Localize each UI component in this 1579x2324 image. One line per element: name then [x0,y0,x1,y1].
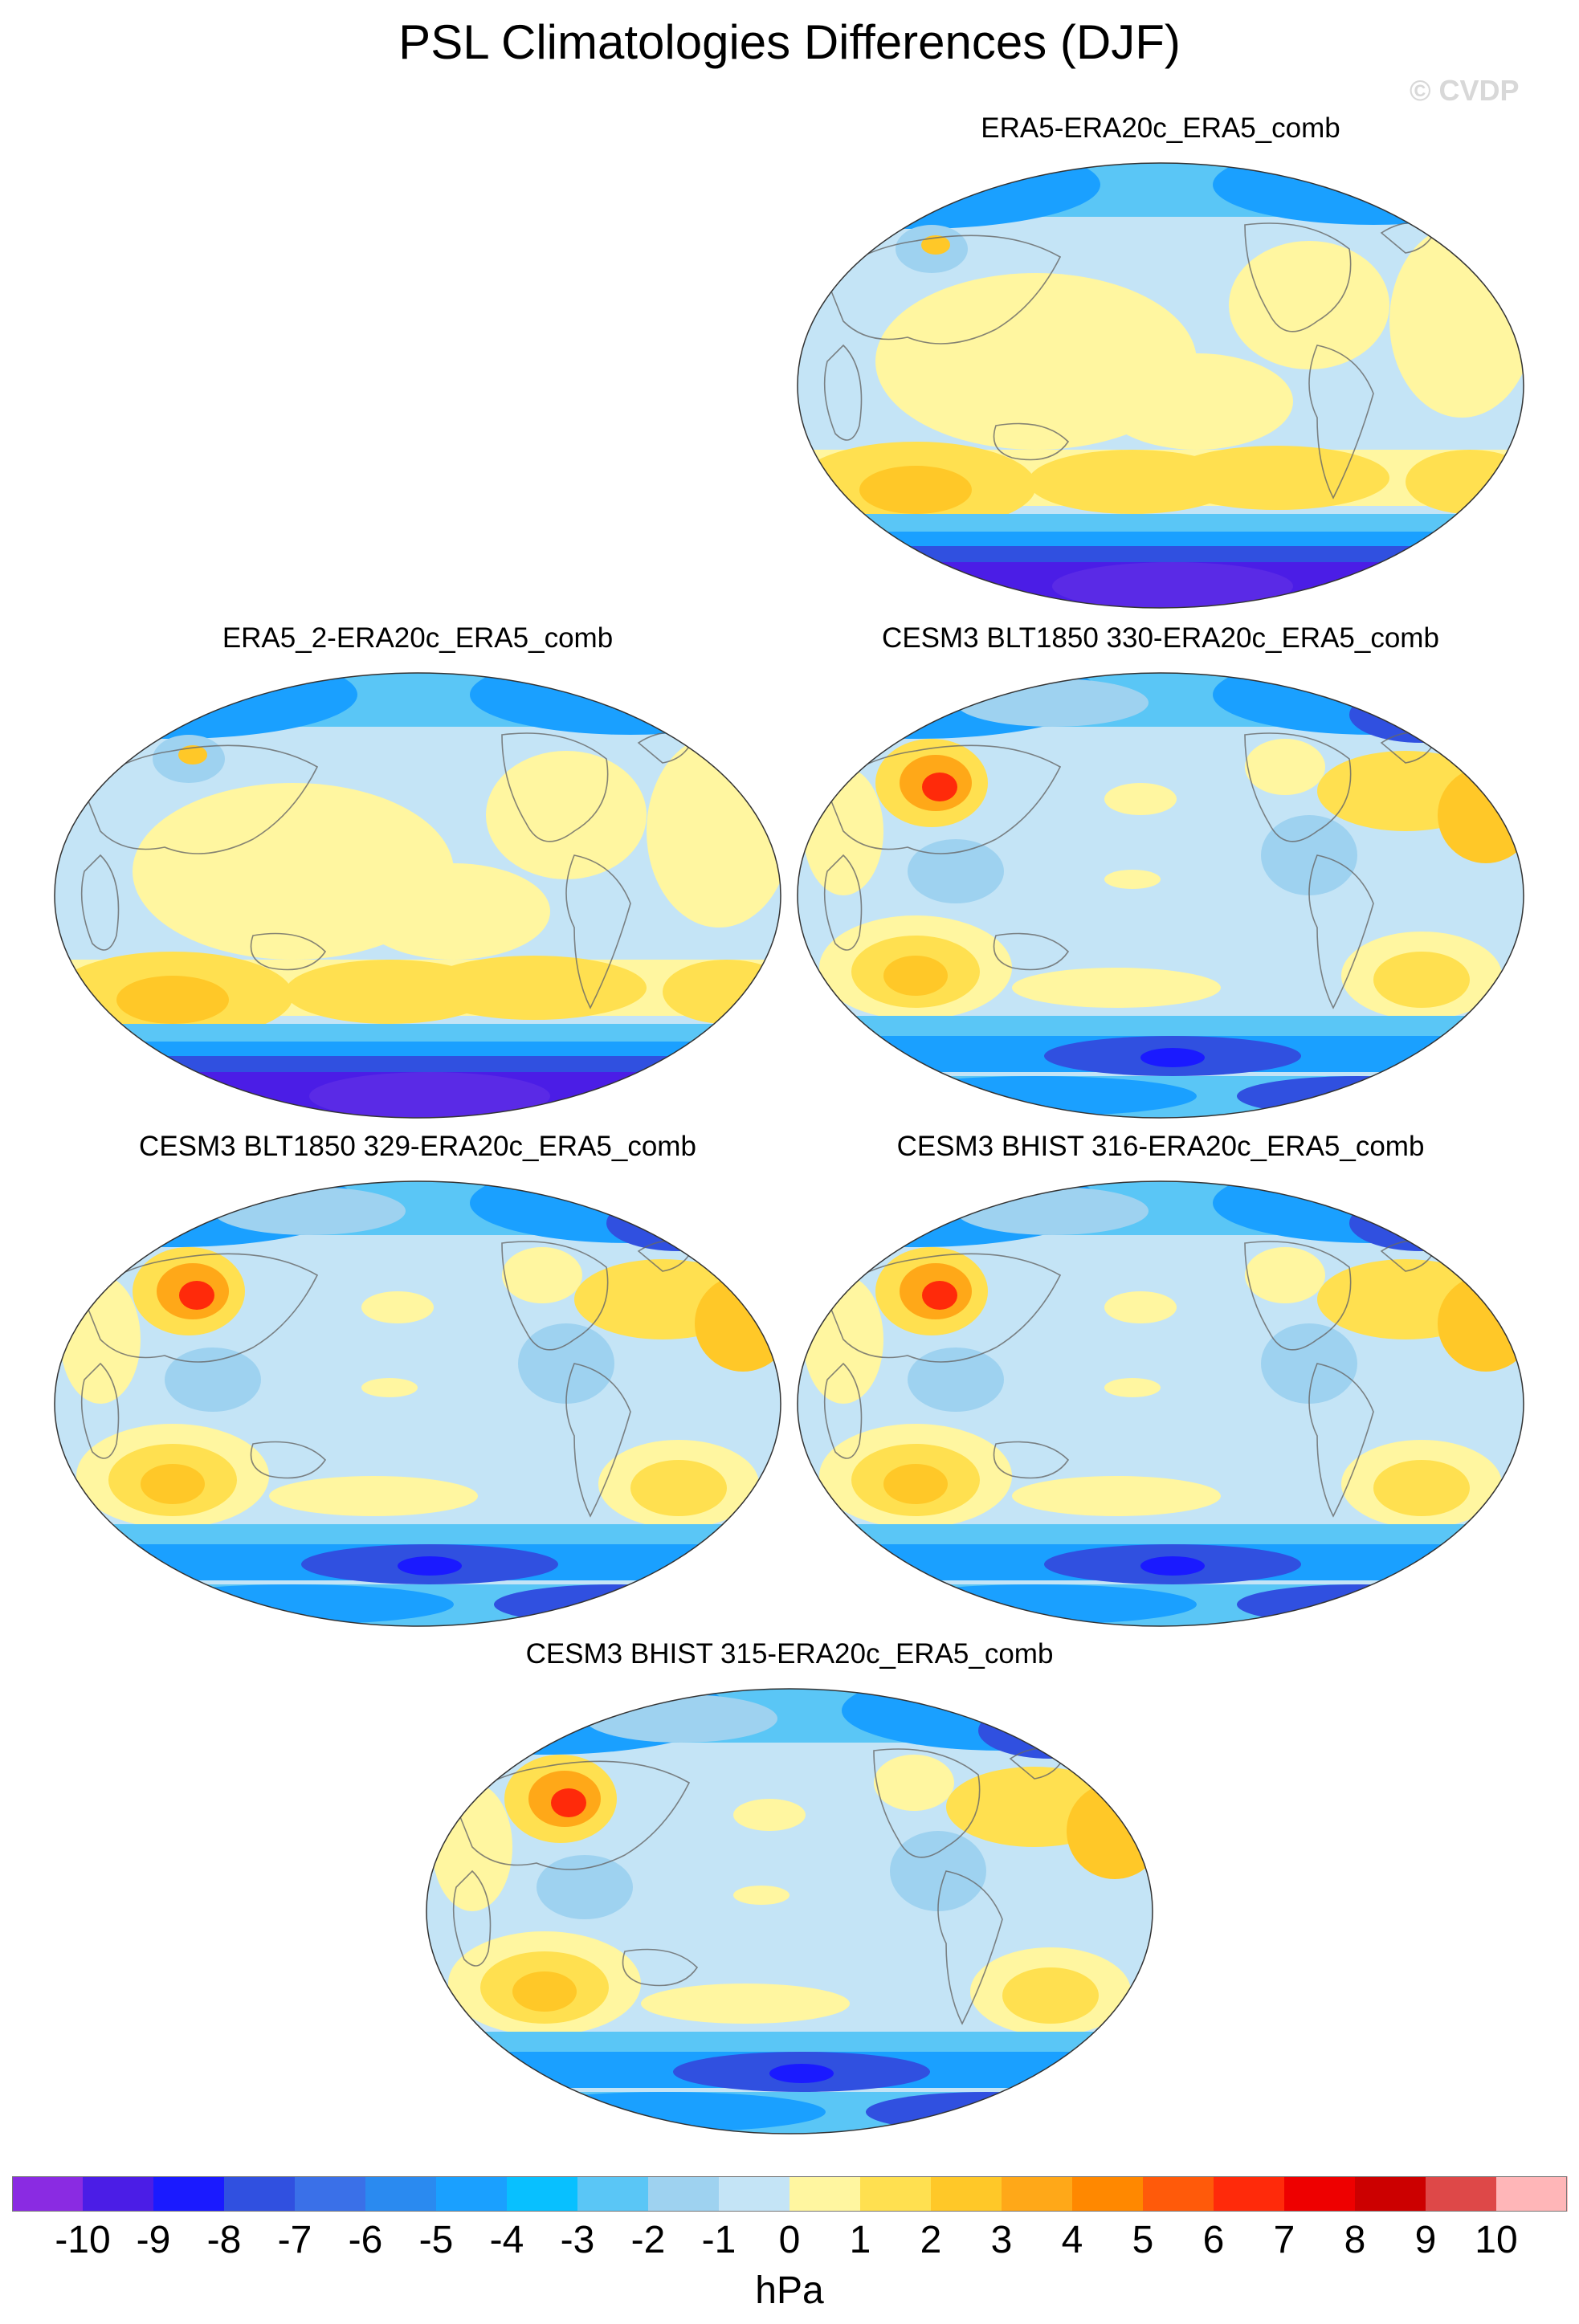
colorbar-cell [1002,2176,1073,2212]
figure-title: PSL Climatologies Differences (DJF) [398,15,1181,69]
colorbar-tick-label: -8 [206,2219,242,2261]
colorbar-cell [224,2176,296,2212]
colorbar-border [12,2176,1567,2212]
panel-title: CESM3 BHIST 316-ERA20c_ERA5_comb [896,1131,1425,1162]
colorbar-tick-label: 10 [1475,2219,1518,2261]
colorbar-tick-label: 1 [849,2219,871,2261]
map-panel-cesm3-blt1850-330: CESM3 BLT1850 330-ERA20c_ERA5_comb [795,622,1526,1120]
colorbar-cell [1284,2176,1356,2212]
colorbar-tick-label: 5 [1132,2219,1154,2261]
colorbar-tick-label: -1 [701,2219,736,2261]
robinson-map [54,672,781,1119]
colorbar-tick-label: -4 [489,2219,524,2261]
colorbar-cell [295,2176,366,2212]
colorbar-cell [1496,2176,1568,2212]
colorbar-tick-label: 8 [1344,2219,1366,2261]
colorbar-cell [1214,2176,1285,2212]
colorbar-tick-label: -9 [136,2219,171,2261]
map-panel-era5-2: ERA5_2-ERA20c_ERA5_comb [52,622,783,1120]
robinson-map [797,672,1524,1119]
colorbar-cell [153,2176,225,2212]
robinson-map [797,1180,1524,1627]
colorbar-cell [1072,2176,1144,2212]
colorbar-tick-label: 2 [920,2219,942,2261]
watermark: © CVDP [1410,74,1520,107]
panel-title: ERA5_2-ERA20c_ERA5_comb [222,622,614,654]
colorbar-tick-label: -7 [277,2219,312,2261]
robinson-map [426,1688,1153,2134]
map-panel-cesm3-blt1850-329: CESM3 BLT1850 329-ERA20c_ERA5_comb [52,1131,783,1629]
colorbar [12,2176,1568,2212]
colorbar-tick-label: -3 [560,2219,595,2261]
panel-title: CESM3 BLT1850 330-ERA20c_ERA5_comb [882,622,1439,654]
colorbar-tick-label: 4 [1061,2219,1083,2261]
robinson-map [797,162,1524,609]
colorbar-tick-label: -2 [630,2219,666,2261]
colorbar-cell [1143,2176,1214,2212]
colorbar-cell [931,2176,1002,2212]
colorbar-tick-label: 0 [778,2219,801,2261]
map-panel-cesm3-bhist-316: CESM3 BHIST 316-ERA20c_ERA5_comb [795,1131,1526,1629]
colorbar-tick-label: -10 [55,2219,111,2261]
colorbar-cell [1426,2176,1497,2212]
colorbar-cell [436,2176,508,2212]
colorbar-tick-label: -5 [418,2219,454,2261]
panel-title: CESM3 BLT1850 329-ERA20c_ERA5_comb [139,1131,696,1162]
colorbar-cell [860,2176,932,2212]
colorbar-cell [365,2176,437,2212]
colorbar-cell [83,2176,154,2212]
colorbar-cell [648,2176,720,2212]
robinson-map [54,1180,781,1627]
colorbar-tick-label: 9 [1414,2219,1437,2261]
colorbar-tick-label: -6 [348,2219,383,2261]
colorbar-cell [719,2176,790,2212]
panel-title: CESM3 BHIST 315-ERA20c_ERA5_comb [525,1638,1054,1670]
map-panel-cesm3-bhist-315: CESM3 BHIST 315-ERA20c_ERA5_comb [424,1638,1155,2136]
colorbar-tick-label: 3 [990,2219,1013,2261]
colorbar-cell [577,2176,649,2212]
colorbar-cell [12,2176,84,2212]
colorbar-cell [507,2176,578,2212]
colorbar-tick-label: 6 [1202,2219,1225,2261]
colorbar-cell [1355,2176,1426,2212]
colorbar-cell [790,2176,861,2212]
colorbar-tick-label: 7 [1273,2219,1295,2261]
panel-title: ERA5-ERA20c_ERA5_comb [981,112,1340,144]
colorbar-units: hPa [755,2269,824,2312]
map-panel-era5: ERA5-ERA20c_ERA5_comb [795,112,1526,610]
